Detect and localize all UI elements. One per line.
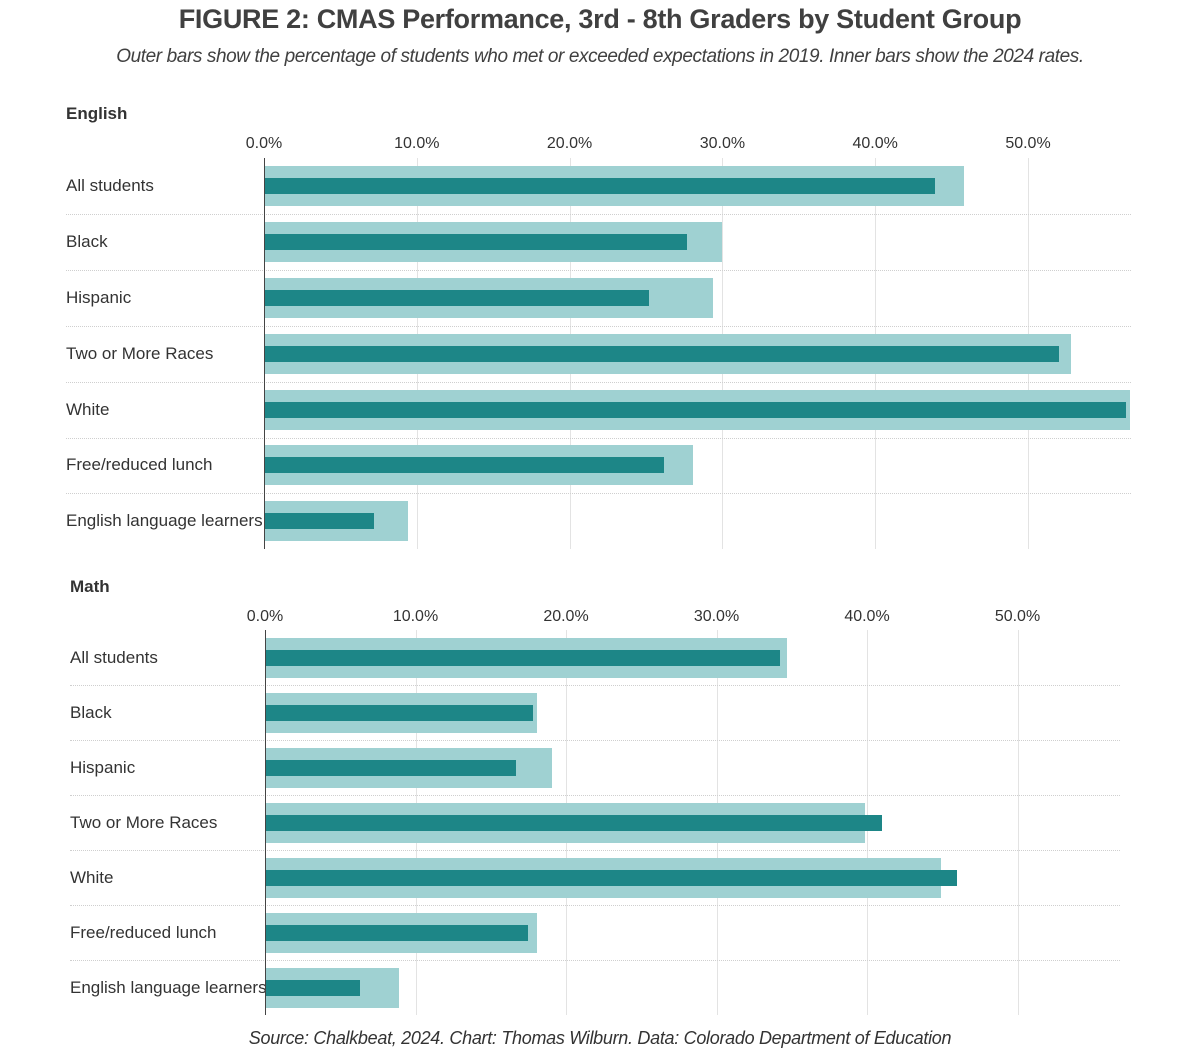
panel-title: English <box>66 104 128 123</box>
zero-axis-line <box>265 630 266 1015</box>
bar-2024-two-or-more-races <box>265 814 883 831</box>
category-label: English language learners <box>70 977 267 997</box>
bar-2024-white <box>264 401 1126 418</box>
bar-2024-all-students <box>264 177 935 194</box>
category-label: English language learners <box>66 511 263 531</box>
row-separator <box>70 795 1120 796</box>
panel-title: Math <box>70 577 110 596</box>
x-tick-label: 10.0% <box>392 608 439 625</box>
category-label: Hispanic <box>66 287 132 307</box>
row-separator <box>66 326 1131 327</box>
x-tick-label: 40.0% <box>852 135 898 152</box>
row-separator <box>70 960 1120 961</box>
chart-subtitle: Outer bars show the percentage of studen… <box>116 46 1084 67</box>
bar-2024-english-language-learners <box>265 979 360 996</box>
row-separator <box>70 685 1120 686</box>
chart-title: FIGURE 2: CMAS Performance, 3rd - 8th Gr… <box>178 4 1022 34</box>
category-label: Two or More Races <box>66 343 214 363</box>
gridline <box>1018 630 1019 1015</box>
x-tick-label: 20.0% <box>546 135 593 152</box>
bar-2024-white <box>265 869 958 886</box>
category-label: Black <box>66 231 108 251</box>
category-label: Hispanic <box>70 757 136 777</box>
category-label: White <box>66 399 110 419</box>
bar-2024-english-language-learners <box>264 513 375 530</box>
row-separator <box>70 740 1120 741</box>
x-tick-label: 50.0% <box>1005 135 1051 152</box>
bar-2024-all-students <box>265 649 780 666</box>
row-separator <box>66 270 1131 271</box>
row-separator <box>70 850 1120 851</box>
zero-axis-line <box>264 158 265 550</box>
x-tick-label: 40.0% <box>844 608 890 625</box>
x-tick-label: 20.0% <box>543 608 589 625</box>
row-separator <box>66 438 1131 439</box>
bar-2024-black <box>265 704 533 721</box>
bar-2024-free-reduced-lunch <box>265 924 529 941</box>
bar-2024-two-or-more-races <box>264 345 1059 362</box>
bar-2024-free-reduced-lunch <box>264 457 665 474</box>
category-label: Black <box>70 702 112 722</box>
x-tick-label: 0.0% <box>245 135 283 152</box>
x-tick-label: 30.0% <box>699 135 746 152</box>
row-separator <box>70 905 1120 906</box>
category-label: All students <box>66 175 154 195</box>
category-label: Free/reduced lunch <box>66 455 213 475</box>
category-label: Free/reduced lunch <box>70 922 217 942</box>
category-label: White <box>70 867 114 887</box>
category-label: Two or More Races <box>70 812 218 832</box>
bar-2024-hispanic <box>264 289 650 306</box>
row-separator <box>66 493 1131 494</box>
bar-2024-black <box>264 233 688 250</box>
x-tick-label: 0.0% <box>246 608 284 625</box>
x-tick-label: 10.0% <box>394 135 440 152</box>
row-separator <box>66 382 1131 383</box>
row-separator <box>66 214 1131 215</box>
x-tick-label: 30.0% <box>693 608 740 625</box>
x-tick-label: 50.0% <box>994 608 1041 625</box>
category-label: All students <box>70 647 158 667</box>
source-note: Source: Chalkbeat, 2024. Chart: Thomas W… <box>248 1028 952 1048</box>
bar-2024-hispanic <box>265 759 517 776</box>
